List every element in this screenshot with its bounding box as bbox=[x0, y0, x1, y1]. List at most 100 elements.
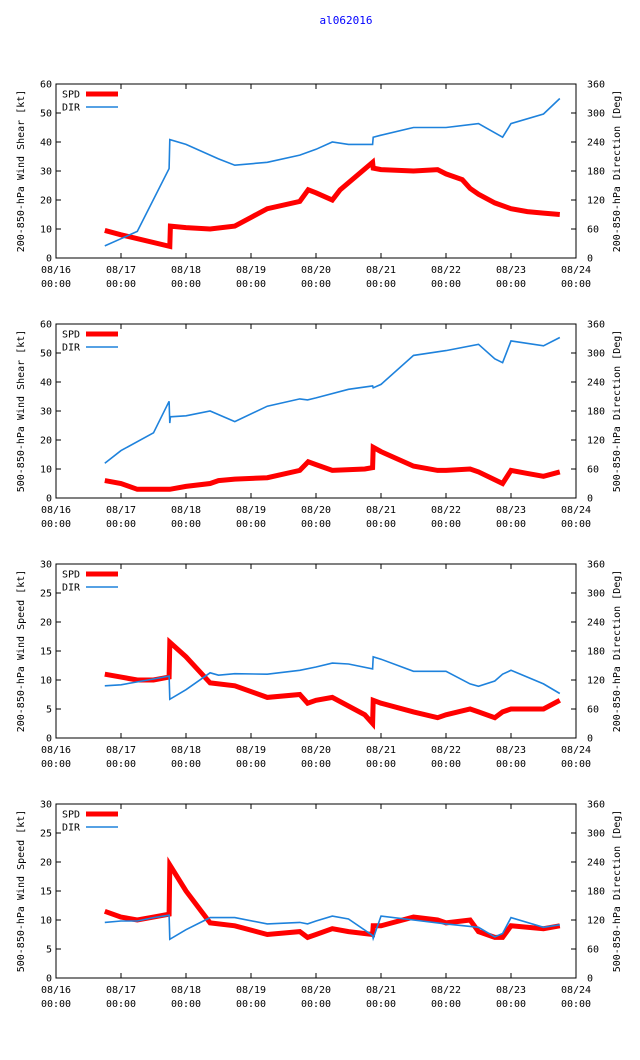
y-tick-label: 30 bbox=[40, 167, 52, 178]
y-tick-label: 30 bbox=[40, 560, 52, 571]
y-tick-label: 5 bbox=[46, 945, 52, 956]
y-tick-label: 50 bbox=[40, 349, 52, 360]
y2-tick-label: 300 bbox=[587, 349, 605, 360]
spd-series-line bbox=[103, 856, 561, 941]
x-tick-label-time: 00:00 bbox=[301, 759, 331, 770]
x-tick-label-time: 00:00 bbox=[366, 999, 396, 1010]
x-tick-label-date: 08/18 bbox=[171, 985, 201, 996]
plot-frame bbox=[55, 83, 577, 259]
plot-frame bbox=[55, 323, 577, 499]
y2-axis-label: 200-850-hPa Direction [Deg] bbox=[612, 90, 623, 253]
y2-tick-label: 360 bbox=[587, 800, 605, 811]
y2-axis-label: 500-850-hPa Direction [Deg] bbox=[612, 810, 623, 973]
x-tick-label-date: 08/16 bbox=[41, 505, 71, 516]
y2-tick-label: 60 bbox=[587, 945, 599, 956]
x-tick-label-date: 08/17 bbox=[106, 505, 136, 516]
x-tick-label-time: 00:00 bbox=[236, 279, 266, 290]
y-axis-label: 200-850-hPa Wind Speed [kt] bbox=[16, 570, 27, 733]
y-tick-label: 0 bbox=[46, 254, 52, 265]
y-tick-label: 5 bbox=[46, 705, 52, 716]
y-tick-label: 30 bbox=[40, 407, 52, 418]
x-tick-label-date: 08/19 bbox=[236, 265, 266, 276]
panel-2: 0 10 20 30 40 50 60 0 60 120 180 240 300 360 08/16 00:0… bbox=[16, 320, 623, 531]
x-tick-label-time: 00:00 bbox=[496, 279, 526, 290]
legend-label: SPD bbox=[62, 90, 80, 101]
y2-tick-label: 300 bbox=[587, 589, 605, 600]
y2-tick-label: 240 bbox=[587, 378, 605, 389]
x-tick-label-time: 00:00 bbox=[236, 999, 266, 1010]
legend-label: SPD bbox=[62, 330, 80, 341]
y-tick-label: 0 bbox=[46, 974, 52, 985]
y-tick-label: 20 bbox=[40, 858, 52, 869]
y-tick-label: 10 bbox=[40, 225, 52, 236]
x-tick-label-date: 08/21 bbox=[366, 505, 396, 516]
panel-3: 05101520253006012018024030036008/1600:00… bbox=[16, 560, 623, 771]
y-tick-label: 10 bbox=[40, 916, 52, 927]
x-tick-label-date: 08/17 bbox=[106, 745, 136, 756]
x-tick-label-time: 00:00 bbox=[561, 519, 591, 530]
x-tick-label-date: 08/16 bbox=[41, 745, 71, 756]
x-tick-label-time: 00:00 bbox=[41, 999, 71, 1010]
y2-tick-label: 360 bbox=[587, 80, 605, 91]
x-tick-label-date: 08/24 bbox=[561, 505, 591, 516]
x-tick-label-time: 00:00 bbox=[236, 759, 266, 770]
x-tick-label-date: 08/20 bbox=[301, 505, 331, 516]
dir-series-line bbox=[104, 97, 561, 247]
y-tick-label: 20 bbox=[40, 618, 52, 629]
x-tick-label-date: 08/23 bbox=[496, 505, 526, 516]
y2-tick-label: 180 bbox=[587, 647, 605, 658]
x-tick-label-time: 00:00 bbox=[106, 999, 136, 1010]
y2-tick-label: 360 bbox=[587, 320, 605, 331]
y2-tick-label: 120 bbox=[587, 196, 605, 207]
y2-tick-label: 60 bbox=[587, 225, 599, 236]
x-tick-label-date: 08/18 bbox=[171, 505, 201, 516]
dir-series-line bbox=[104, 914, 560, 942]
y-tick-label: 0 bbox=[46, 494, 52, 505]
x-tick-label-date: 08/21 bbox=[366, 985, 396, 996]
x-tick-label-time: 00:00 bbox=[171, 519, 201, 530]
y2-tick-label: 300 bbox=[587, 829, 605, 840]
y2-tick-label: 0 bbox=[587, 494, 593, 505]
x-tick-label-time: 00:00 bbox=[171, 279, 201, 290]
y2-tick-label: 180 bbox=[587, 887, 605, 898]
x-tick-label-time: 00:00 bbox=[41, 519, 71, 530]
x-tick-label-date: 08/23 bbox=[496, 985, 526, 996]
panel-4: 05101520253006012018024030036008/1600:00… bbox=[16, 800, 623, 1011]
x-tick-label-date: 08/22 bbox=[431, 745, 461, 756]
x-tick-label-date: 08/20 bbox=[301, 985, 331, 996]
x-tick-label-time: 00:00 bbox=[431, 279, 461, 290]
y2-tick-label: 180 bbox=[587, 167, 605, 178]
chart-panels: 010203040506006012018024030036008/1600:0… bbox=[16, 80, 623, 1011]
spd-series-line bbox=[104, 443, 561, 492]
y-tick-label: 10 bbox=[40, 676, 52, 687]
chart-title: al062016 bbox=[320, 14, 373, 27]
legend-label: DIR bbox=[62, 103, 81, 114]
x-tick-label-date: 08/19 bbox=[236, 505, 266, 516]
x-tick-label-date: 08/22 bbox=[431, 505, 461, 516]
dir-series-line bbox=[104, 655, 561, 701]
x-tick-label-time: 00:00 bbox=[106, 519, 136, 530]
x-tick-label-time: 00:00 bbox=[431, 519, 461, 530]
panel-1: 0 10 20 30 40 50 60 0 60 120 180 240 300 360 08/16 00:0… bbox=[16, 80, 623, 291]
x-tick-label-time: 00:00 bbox=[366, 279, 396, 290]
x-tick-label-time: 00:00 bbox=[236, 519, 266, 530]
x-tick-label-date: 08/24 bbox=[561, 985, 591, 996]
x-tick-label-time: 00:00 bbox=[301, 999, 331, 1010]
y-tick-label: 0 bbox=[46, 734, 52, 745]
y2-tick-label: 120 bbox=[587, 676, 605, 687]
x-tick-label-time: 00:00 bbox=[561, 999, 591, 1010]
y-axis-label: 200-850-hPa Wind Shear [kt] bbox=[16, 90, 27, 253]
x-tick-label-time: 00:00 bbox=[41, 279, 71, 290]
x-tick-label-time: 00:00 bbox=[301, 279, 331, 290]
y2-tick-label: 240 bbox=[587, 618, 605, 629]
spd-series-line bbox=[104, 636, 561, 730]
x-tick-label-time: 00:00 bbox=[106, 759, 136, 770]
legend-label: DIR bbox=[62, 583, 81, 594]
x-tick-label-time: 00:00 bbox=[496, 759, 526, 770]
y-tick-label: 20 bbox=[40, 196, 52, 207]
y-axis-label: 500-850-hPa Wind Speed [kt] bbox=[16, 810, 27, 973]
y2-tick-label: 60 bbox=[587, 465, 599, 476]
legend-label: SPD bbox=[62, 570, 80, 581]
x-tick-label-date: 08/18 bbox=[171, 265, 201, 276]
x-tick-label-date: 08/20 bbox=[301, 745, 331, 756]
